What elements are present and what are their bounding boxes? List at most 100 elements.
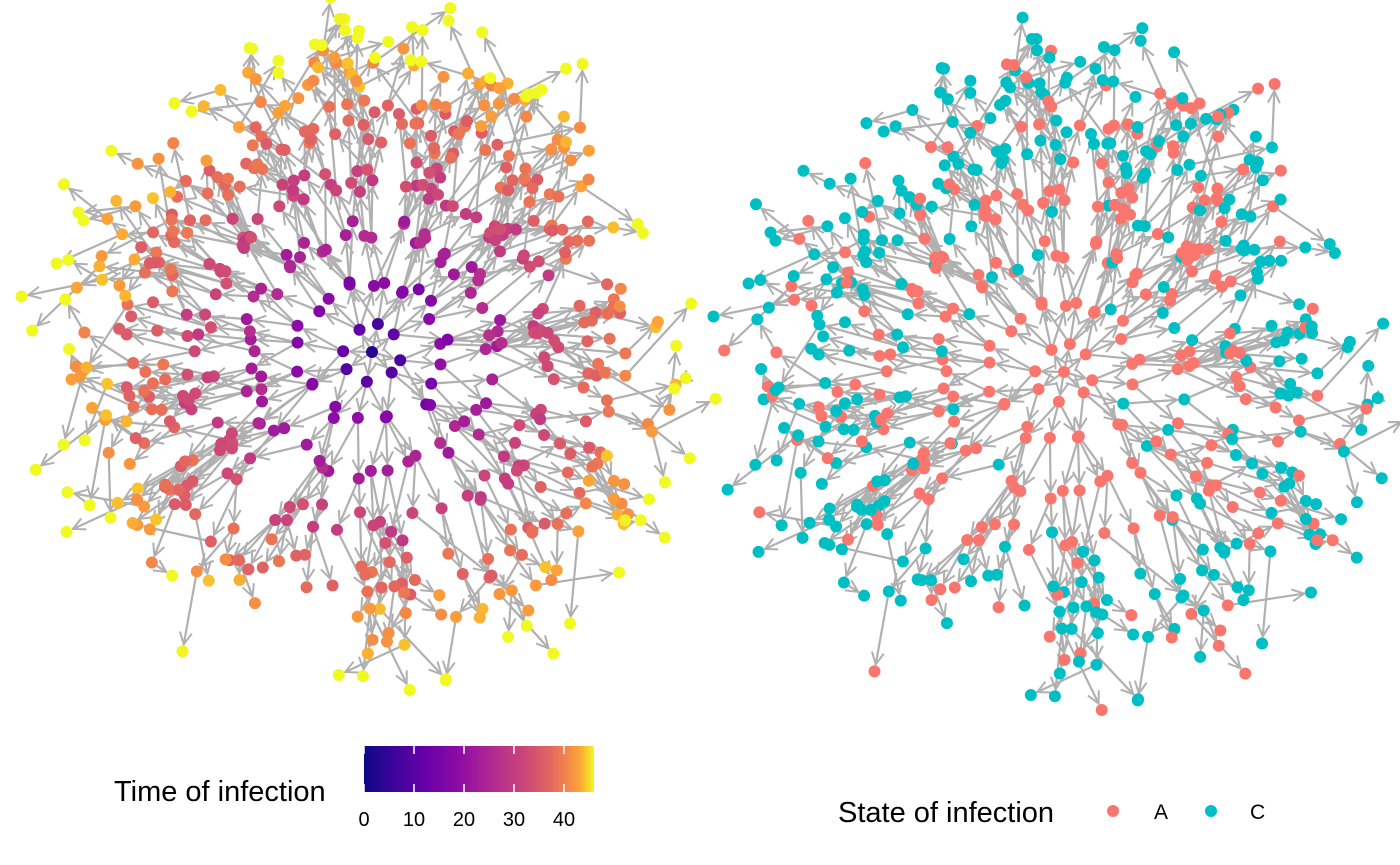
state-transmission-edge [886, 358, 941, 371]
time-node [232, 121, 245, 134]
state-node [1200, 112, 1213, 125]
state-transmission-edge [1137, 371, 1171, 384]
state-node [1021, 420, 1034, 433]
state-transmission-edge [844, 295, 903, 314]
state-node [929, 261, 942, 274]
state-node [1108, 44, 1121, 57]
time-transmission-edge [376, 356, 387, 367]
state-node [901, 308, 914, 321]
state-node [1377, 317, 1390, 330]
time-node [375, 581, 388, 594]
time-transmission-edge [505, 232, 556, 251]
time-transmission-edge [198, 451, 229, 476]
time-node [127, 400, 140, 413]
state-node [749, 198, 762, 211]
state-node [1127, 522, 1140, 535]
time-transmission-edge [611, 373, 619, 374]
state-node [946, 115, 959, 128]
time-transmission-edge [262, 224, 284, 251]
time-node [429, 98, 442, 111]
time-node [201, 371, 214, 384]
time-node [480, 397, 493, 410]
time-transmission-edge [427, 409, 438, 436]
state-transmission-edge [1026, 85, 1027, 149]
state-transmission-edge [846, 529, 866, 576]
time-node [542, 269, 555, 282]
time-node [127, 356, 140, 369]
time-node [619, 347, 632, 360]
time-node [341, 57, 354, 70]
time-transmission-edge [233, 285, 256, 288]
time-node [434, 436, 447, 449]
time-node [272, 66, 285, 79]
state-node [1181, 254, 1194, 267]
time-transmission-edge [517, 476, 530, 524]
state-transmission-edge [1176, 447, 1205, 453]
time-node [505, 584, 518, 597]
time-transmission-edge [200, 461, 247, 509]
state-transmission-edge [1362, 373, 1368, 425]
time-node [398, 638, 411, 651]
state-node [1022, 204, 1035, 217]
time-node [131, 157, 144, 170]
state-transmission-edge [930, 445, 946, 450]
state-node [1251, 156, 1264, 169]
time-node [252, 417, 265, 430]
time-node [230, 473, 243, 486]
state-node [999, 94, 1012, 107]
state-node [858, 589, 871, 602]
state-node [1292, 469, 1305, 482]
time-node [415, 99, 428, 112]
state-node [819, 420, 832, 433]
time-node [515, 548, 528, 561]
state-node [1174, 572, 1187, 585]
state-transmission-edge [778, 227, 822, 232]
state-transmission-edge [1065, 441, 1079, 484]
time-node [527, 214, 540, 227]
time-transmission-edge [509, 596, 512, 630]
colorbar-tick-label: 10 [403, 809, 425, 831]
state-node [1311, 367, 1324, 380]
state-node [1151, 228, 1164, 241]
time-node [586, 460, 599, 473]
time-transmission-edge [91, 364, 128, 369]
time-transmission-edge [528, 244, 562, 258]
state-node [770, 346, 783, 359]
state-transmission-edge [761, 325, 775, 348]
state-transmission-edge [1145, 360, 1187, 363]
time-node [166, 569, 179, 582]
state-transmission-edge [1144, 475, 1171, 492]
time-transmission-edge [195, 370, 247, 397]
state-node [721, 483, 734, 496]
time-node [374, 515, 387, 528]
state-transmission-edge [1193, 194, 1198, 244]
time-transmission-edge [244, 523, 273, 554]
state-node [873, 388, 886, 401]
time-transmission-edge [223, 295, 248, 296]
time-node [101, 212, 114, 225]
state-transmission-edge [1286, 501, 1335, 517]
state-node [1070, 296, 1083, 309]
time-node [373, 602, 386, 615]
state-node [922, 493, 935, 506]
time-node [165, 213, 178, 226]
state-node [1189, 470, 1202, 483]
time-node [267, 424, 280, 437]
time-node [120, 415, 133, 428]
time-node [403, 137, 416, 150]
state-node [1014, 312, 1027, 325]
state-node [1304, 586, 1317, 599]
state-transmission-edge [1068, 376, 1079, 387]
time-node [424, 398, 437, 411]
state-node [1095, 703, 1108, 716]
time-node [337, 345, 350, 358]
time-transmission-edge [359, 484, 360, 505]
state-node [1132, 693, 1145, 706]
time-transmission-edge [333, 191, 346, 230]
time-node [131, 493, 144, 506]
time-node [403, 683, 416, 696]
time-node [272, 54, 285, 67]
state-node [1100, 593, 1113, 606]
state-node [1005, 325, 1018, 338]
time-node [186, 475, 199, 488]
